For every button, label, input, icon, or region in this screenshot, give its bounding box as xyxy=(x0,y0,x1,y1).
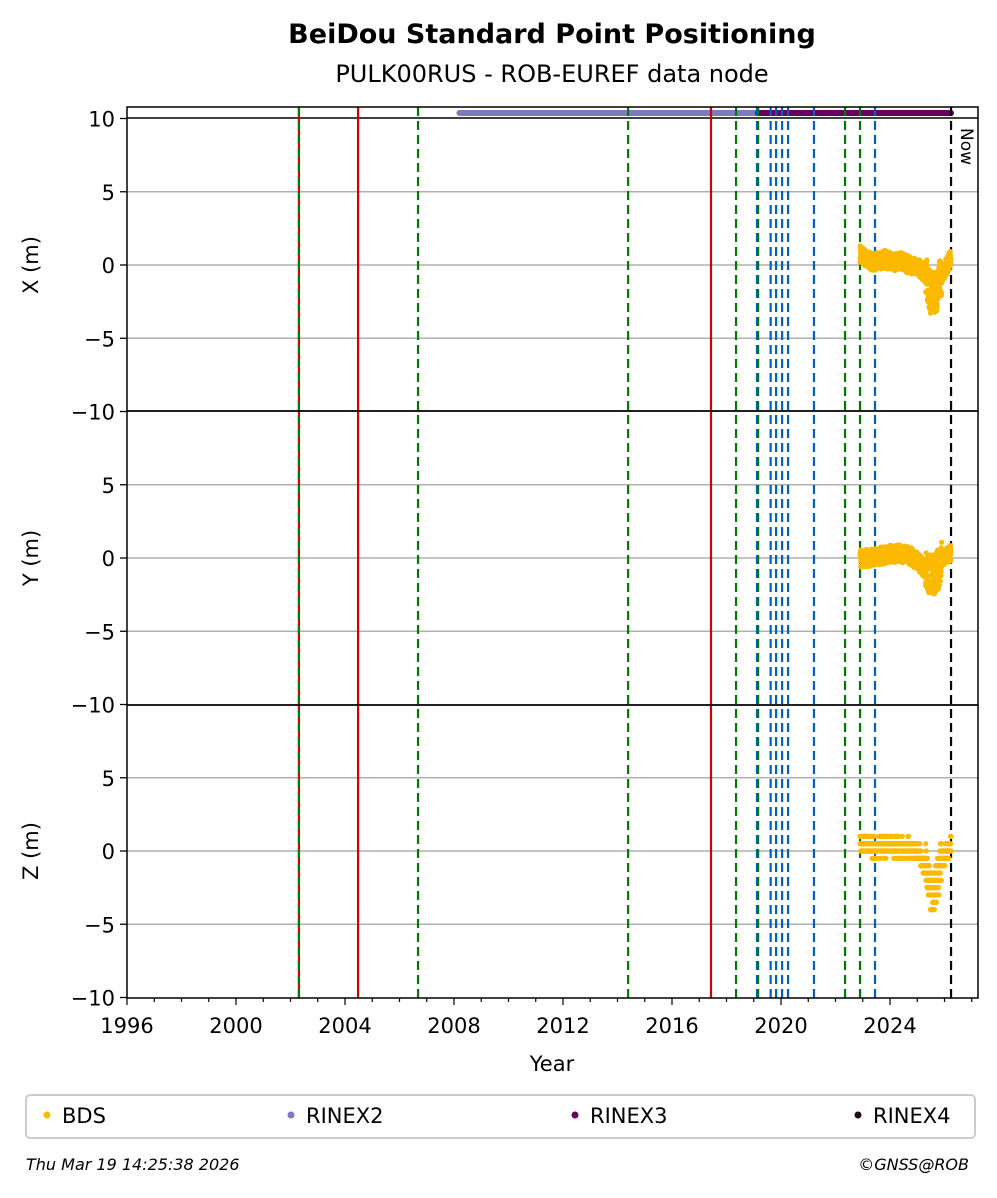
y-axis-label: Z (m) xyxy=(19,822,43,880)
bds-point xyxy=(924,257,930,263)
x-tick-label: 2016 xyxy=(645,1014,698,1038)
bds-point xyxy=(923,841,929,847)
y-tick-label: 0 xyxy=(102,840,115,864)
y-tick-label: 5 xyxy=(102,474,115,498)
bds-point xyxy=(948,848,954,854)
legend-box xyxy=(25,1094,976,1139)
bds-point xyxy=(948,548,954,554)
x-tick-label: 2020 xyxy=(754,1014,807,1038)
bds-point xyxy=(938,568,944,575)
y-tick-label: 5 xyxy=(102,767,115,791)
bds-point xyxy=(919,554,925,561)
bds-point xyxy=(936,582,942,588)
legend-marker-bds xyxy=(43,1111,51,1119)
y-tick-label: −5 xyxy=(84,913,115,937)
bds-point xyxy=(942,863,948,869)
now-label: Now xyxy=(956,128,976,165)
legend-marker-rinex3 xyxy=(571,1111,579,1119)
legend-label-rinex3: RINEX3 xyxy=(590,1104,668,1128)
bds-point xyxy=(939,539,945,545)
bds-point xyxy=(934,301,940,307)
bds-point xyxy=(917,841,923,847)
y-tick-label: 0 xyxy=(102,547,115,571)
legend-marker-rinex4 xyxy=(854,1111,862,1119)
bds-point xyxy=(905,833,912,839)
bds-point xyxy=(938,573,944,579)
bds-point xyxy=(938,877,945,883)
legend-label-rinex4: RINEX4 xyxy=(873,1104,951,1128)
y-tick-label: −5 xyxy=(84,327,115,351)
panel-frame xyxy=(126,106,979,412)
bds-point xyxy=(926,863,932,869)
y-tick-label: −10 xyxy=(71,987,115,1011)
bds-point xyxy=(933,899,939,905)
chart-subtitle: PULK00RUS - ROB-EUREF data node xyxy=(335,60,768,88)
chart-title: BeiDou Standard Point Positioning xyxy=(288,19,816,50)
bds-point xyxy=(937,578,943,584)
bds-point xyxy=(896,833,902,839)
bds-point xyxy=(935,885,942,891)
x-axis-label: Year xyxy=(529,1052,575,1076)
x-tick-label: 2008 xyxy=(427,1014,480,1038)
x-tick-label: 2004 xyxy=(318,1014,371,1038)
bds-point xyxy=(948,256,954,262)
y-axis-label: X (m) xyxy=(19,236,43,294)
bds-point xyxy=(871,833,877,839)
y-tick-label: −5 xyxy=(84,620,115,644)
bds-point xyxy=(883,855,889,861)
bds-point xyxy=(936,892,942,898)
x-tick-label: 1996 xyxy=(100,1014,153,1038)
y-tick-label: 5 xyxy=(102,181,115,205)
x-tick-label: 2024 xyxy=(863,1014,916,1038)
bds-point xyxy=(924,855,930,861)
bds-point xyxy=(948,261,954,267)
bds-point xyxy=(923,848,929,854)
bds-point xyxy=(947,841,954,847)
bds-point xyxy=(947,248,953,255)
footer-timestamp: Thu Mar 19 14:25:38 2026 xyxy=(26,1155,240,1174)
bds-point xyxy=(937,870,943,876)
bds-point xyxy=(939,290,945,296)
bds-point xyxy=(946,855,952,861)
y-tick-label: 0 xyxy=(102,254,115,278)
y-tick-label: −10 xyxy=(71,694,115,718)
legend-marker-rinex2 xyxy=(287,1111,295,1119)
y-tick-label: 10 xyxy=(88,108,115,132)
bds-point xyxy=(931,907,937,913)
bds-point xyxy=(948,557,954,563)
footer-credit: ©GNSS@ROB xyxy=(858,1155,969,1174)
bds-point xyxy=(938,841,945,847)
legend-label-rinex2: RINEX2 xyxy=(306,1104,384,1128)
x-tick-label: 2012 xyxy=(536,1014,589,1038)
panel-frame xyxy=(126,704,979,999)
bds-point xyxy=(918,848,924,854)
x-tick-label: 2000 xyxy=(209,1014,262,1038)
legend: BDS RINEX2 RINEX3 RINEX4 xyxy=(25,1094,976,1139)
y-axis-label: Y (m) xyxy=(19,530,43,587)
y-tick-label: −10 xyxy=(71,401,115,425)
bds-point xyxy=(899,833,905,839)
legend-label-bds: BDS xyxy=(62,1104,106,1128)
bds-point xyxy=(948,833,954,839)
